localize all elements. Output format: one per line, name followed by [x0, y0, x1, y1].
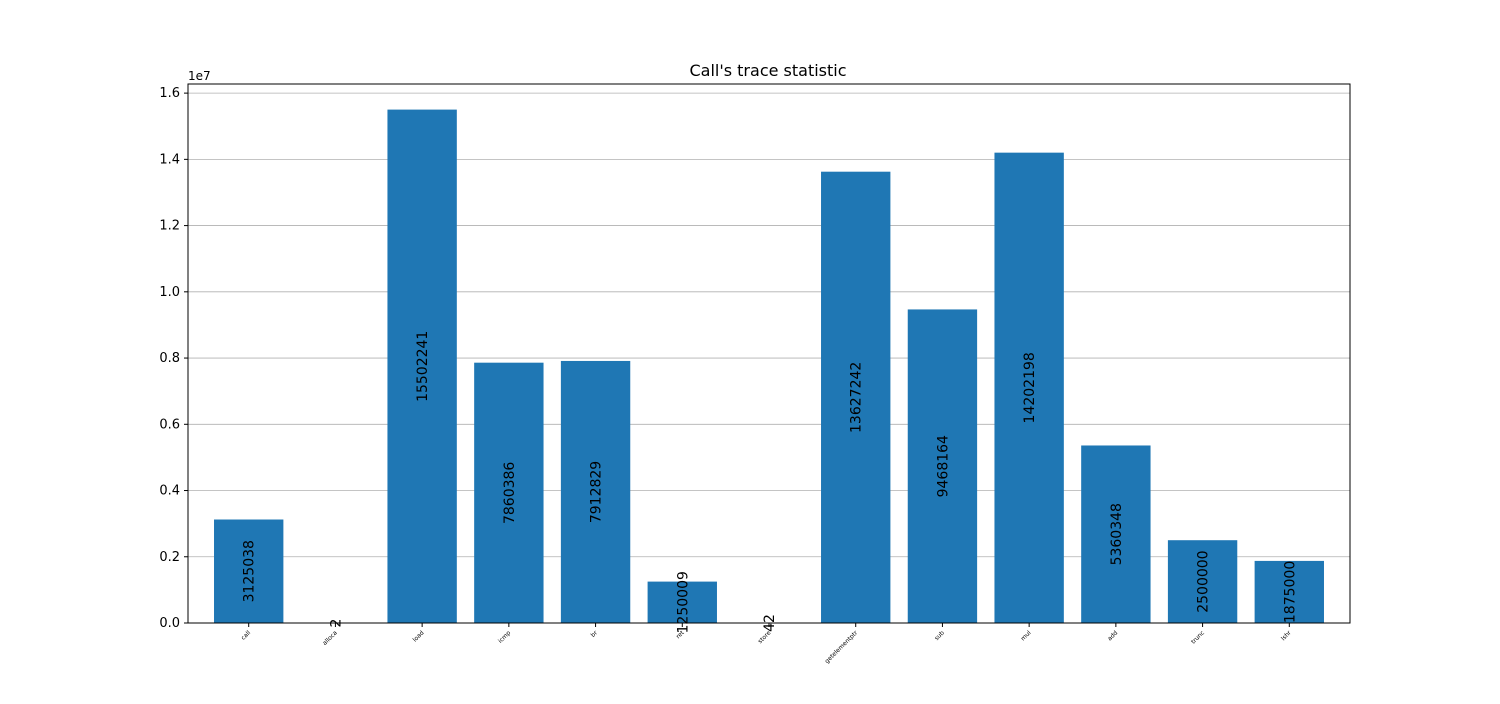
y-tick-label: 0.2 [159, 550, 180, 565]
x-tick-label-lshr: lshr [1280, 629, 1293, 642]
x-tick-label-alloca: alloca [321, 629, 339, 647]
y-tick-label: 0.8 [159, 351, 180, 366]
y-tick-label: 1.6 [159, 86, 180, 101]
y-tick-label: 0.6 [159, 417, 180, 432]
value-label-load: 15502241 [415, 331, 431, 402]
y-tick-label: 1.4 [159, 152, 180, 167]
value-label-call: 3125038 [242, 540, 258, 602]
value-label-br: 7912829 [589, 461, 605, 523]
value-label-icmp: 7860386 [502, 462, 518, 524]
chart-title: Call's trace statistic [689, 61, 846, 80]
x-tick-label-br: br [590, 629, 600, 639]
y-tick-label: 0.0 [159, 616, 180, 631]
value-label-sub: 9468164 [935, 435, 951, 497]
bars [214, 110, 1324, 623]
y-tick-label: 0.4 [159, 484, 180, 499]
y-tick-label: 1.2 [159, 219, 180, 234]
x-tick-label-mul: mul [1020, 629, 1033, 642]
value-label-mul: 14202198 [1022, 352, 1038, 423]
y-tick-label: 1.0 [159, 285, 180, 300]
x-tick-label-icmp: icmp [497, 629, 512, 644]
x-tick-label-getelementptr: getelementptr [824, 629, 860, 665]
value-label-getelementptr: 13627242 [849, 362, 865, 433]
value-label-trunc: 2500000 [1196, 550, 1212, 612]
value-label-lshr: 1875000 [1282, 561, 1298, 623]
value-label-add: 5360348 [1109, 503, 1125, 565]
value-label-ret: 1250009 [675, 571, 691, 633]
x-tick-label-sub: sub [933, 629, 946, 642]
x-tick-label-add: add [1106, 629, 1119, 642]
x-tick-label-call: call [240, 629, 252, 641]
x-tick-label-load: load [412, 629, 426, 643]
y-scale-label: 1e7 [188, 69, 211, 83]
x-tick-label-trunc: trunc [1190, 629, 1206, 645]
